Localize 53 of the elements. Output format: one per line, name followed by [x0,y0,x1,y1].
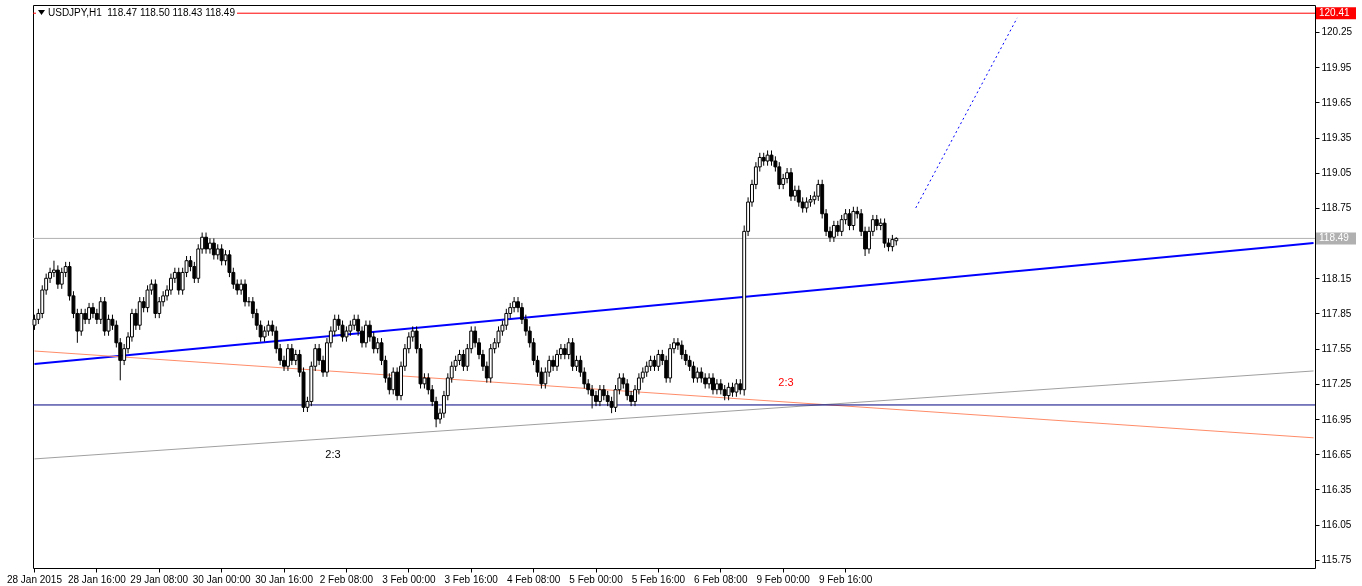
x-tick-label: 9 Feb 00:00 [756,573,811,585]
candlestick [711,372,715,395]
x-tick-label: 30 Jan 16:00 [255,573,314,585]
y-tick-label: 119.05 [1321,167,1352,179]
y-tick-label: 118.75 [1321,202,1352,214]
candlestick [831,220,836,243]
candlestick [55,264,60,290]
y-tick-label: 117.85 [1321,307,1352,319]
y-tick-label: 116.65 [1321,448,1352,460]
candlestick [137,296,142,331]
candlestick [551,355,556,372]
y-tick-label: 117.25 [1321,378,1352,390]
candlestick [789,167,793,202]
x-tick-label: 3 Feb 00:00 [382,573,436,585]
candlestick [707,372,712,390]
y-tick-label: 118.15 [1321,272,1352,284]
annotation: 2:3 [325,448,341,460]
candlestick [211,237,216,261]
ref-line-label: 120.41 [1319,7,1351,19]
x-tick-label: 29 Jan 08:00 [130,573,189,585]
y-tick-label: 116.05 [1321,519,1352,531]
candlestick [363,320,368,348]
x-tick-label: 3 Feb 16:00 [444,573,499,585]
y-tick-label: 119.65 [1321,96,1352,108]
y-tick-label: 115.75 [1321,554,1352,566]
x-tick-label: 2 Feb 08:00 [319,573,374,585]
candlestick [204,232,209,255]
candlestick [714,378,719,395]
candlestick [395,366,400,401]
candlestick [243,278,247,307]
ref-line-label: 118.49 [1319,232,1350,244]
chart-title: USDJPY,H1 118.47 118.50 118.43 118.49 [48,7,235,18]
x-tick-label: 5 Feb 00:00 [569,573,624,585]
y-tick-label: 117.55 [1321,343,1352,355]
y-tick-label: 116.95 [1321,413,1352,425]
candlestick [285,343,290,372]
y-tick-label: 119.35 [1321,132,1352,144]
candlestick [289,343,294,366]
candlestick [597,384,602,407]
candlestick [207,237,212,255]
y-tick-label: 116.35 [1321,483,1352,495]
x-tick-label: 6 Feb 08:00 [694,573,748,585]
y-tick-label: 120.25 [1321,26,1353,38]
x-tick-label: 28 Jan 2015 [6,573,63,585]
x-tick-label: 28 Jan 16:00 [67,573,127,585]
candlestick [87,302,92,325]
y-tick-label: 119.95 [1321,61,1352,73]
x-tick-label: 9 Feb 16:00 [818,573,873,585]
x-tick-label: 4 Feb 08:00 [506,573,561,585]
candlestick [391,366,396,395]
x-tick-label: 5 Feb 16:00 [631,573,686,585]
annotation: 2:3 [778,376,794,388]
x-tick-label: 30 Jan 00:00 [192,573,251,585]
